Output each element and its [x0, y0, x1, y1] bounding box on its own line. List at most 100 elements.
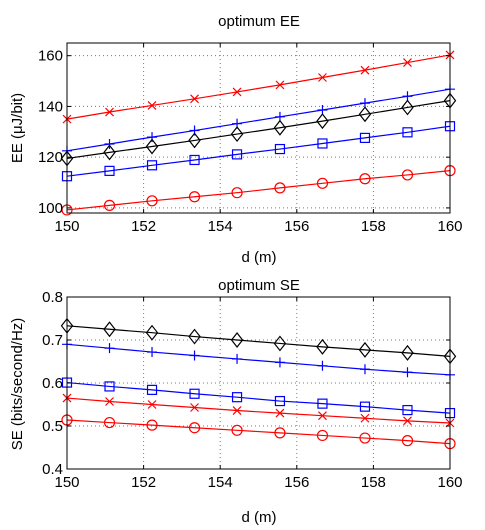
data-point [318, 411, 327, 421]
data-point [147, 132, 158, 143]
chart-title: optimum EE [218, 13, 300, 30]
series-line [66, 125, 451, 177]
data-point [403, 58, 412, 67]
series-1 [62, 84, 455, 156]
data-point [188, 132, 201, 149]
data-point [359, 432, 371, 444]
x-tick-label: 160 [437, 218, 462, 235]
data-point [359, 364, 370, 375]
series-1 [62, 339, 455, 380]
series-line [66, 88, 451, 152]
data-point [188, 328, 201, 345]
y-tick-label: 0.6 [42, 375, 63, 392]
data-point [273, 119, 287, 136]
data-point [402, 127, 413, 138]
data-point [275, 408, 285, 418]
data-point [401, 169, 414, 181]
data-point [401, 344, 414, 361]
data-point [231, 392, 243, 403]
data-point [274, 143, 286, 155]
data-point [105, 397, 114, 406]
data-point [359, 132, 371, 143]
data-point [358, 106, 372, 123]
x-tick-label: 150 [54, 218, 79, 235]
data-point [104, 381, 115, 392]
data-point [189, 350, 200, 361]
y-tick-label: 100 [38, 200, 63, 217]
ticks: 150 152 154 156 158 160 0.4 0.5 0.6 0.7 0.8 [42, 289, 462, 491]
data-point [146, 160, 158, 171]
data-point [190, 403, 199, 412]
data-point [401, 99, 414, 116]
chart-optimum-se: optimum SE d (m) SE (bits/second/Hz) 150… [9, 277, 463, 526]
chart-optimum-ee: optimum EE d (m) EE (μJ/bit) 150 152 154 15… [9, 13, 463, 266]
data-point [231, 187, 243, 199]
data-point [190, 94, 199, 104]
data-point [146, 419, 158, 431]
data-point [317, 398, 328, 409]
data-point [275, 80, 285, 90]
x-tick-label: 150 [54, 474, 79, 491]
x-tick-label: 156 [284, 218, 309, 235]
data-point [360, 65, 370, 75]
series-line [66, 100, 451, 160]
grid [67, 43, 450, 213]
data-point [274, 357, 285, 368]
series-line [66, 325, 451, 357]
x-tick-label: 154 [208, 218, 233, 235]
data-point [318, 73, 327, 82]
ticks: 150 152 154 156 158 160 100 120 140 160 [38, 43, 463, 235]
series-line [66, 170, 451, 211]
data-point [147, 347, 158, 358]
series-line [66, 397, 451, 424]
data-point [232, 406, 242, 415]
series-line [66, 343, 451, 376]
data-point [147, 400, 157, 409]
chart-title: optimum SE [218, 277, 300, 294]
x-tick-label: 156 [284, 474, 309, 491]
data-point [188, 422, 201, 434]
y-axis-label: SE (bits/second/Hz) [9, 318, 26, 451]
y-tick-label: 0.7 [42, 332, 63, 349]
data-point [359, 401, 371, 412]
data-point [316, 338, 329, 355]
data-point [103, 144, 116, 161]
y-tick-label: 0.5 [42, 418, 63, 435]
data-point [189, 388, 200, 399]
axes-frame [66, 296, 451, 470]
data-point [401, 435, 414, 447]
data-point [188, 191, 201, 203]
series-4 [61, 414, 456, 450]
y-tick-label: 0.4 [42, 461, 63, 478]
series-line [66, 381, 451, 414]
x-tick-label: 152 [131, 218, 156, 235]
y-axis-label: EE (μJ/bit) [9, 93, 26, 163]
data-point [274, 427, 286, 439]
data-point [273, 335, 287, 352]
x-tick-label: 160 [437, 474, 462, 491]
data-point [103, 199, 116, 211]
x-tick-label: 154 [208, 474, 233, 491]
data-point [317, 138, 328, 149]
data-point [146, 195, 158, 207]
x-axis-label: d (m) [242, 509, 277, 526]
data-point [103, 321, 116, 338]
y-tick-label: 140 [38, 98, 63, 115]
series-2 [60, 92, 457, 167]
y-tick-label: 0.8 [42, 289, 63, 306]
data-point [146, 384, 158, 395]
x-tick-label: 158 [361, 218, 386, 235]
data-point [231, 149, 243, 160]
axes-frame [66, 42, 451, 214]
data-point [316, 113, 329, 130]
data-point [402, 404, 413, 416]
data-point [232, 87, 242, 97]
data-point [317, 360, 328, 371]
data-point [359, 173, 371, 185]
y-tick-label: 160 [38, 48, 63, 65]
data-point [145, 324, 159, 341]
data-point [360, 413, 370, 423]
data-point [316, 177, 329, 189]
data-point [230, 332, 244, 348]
